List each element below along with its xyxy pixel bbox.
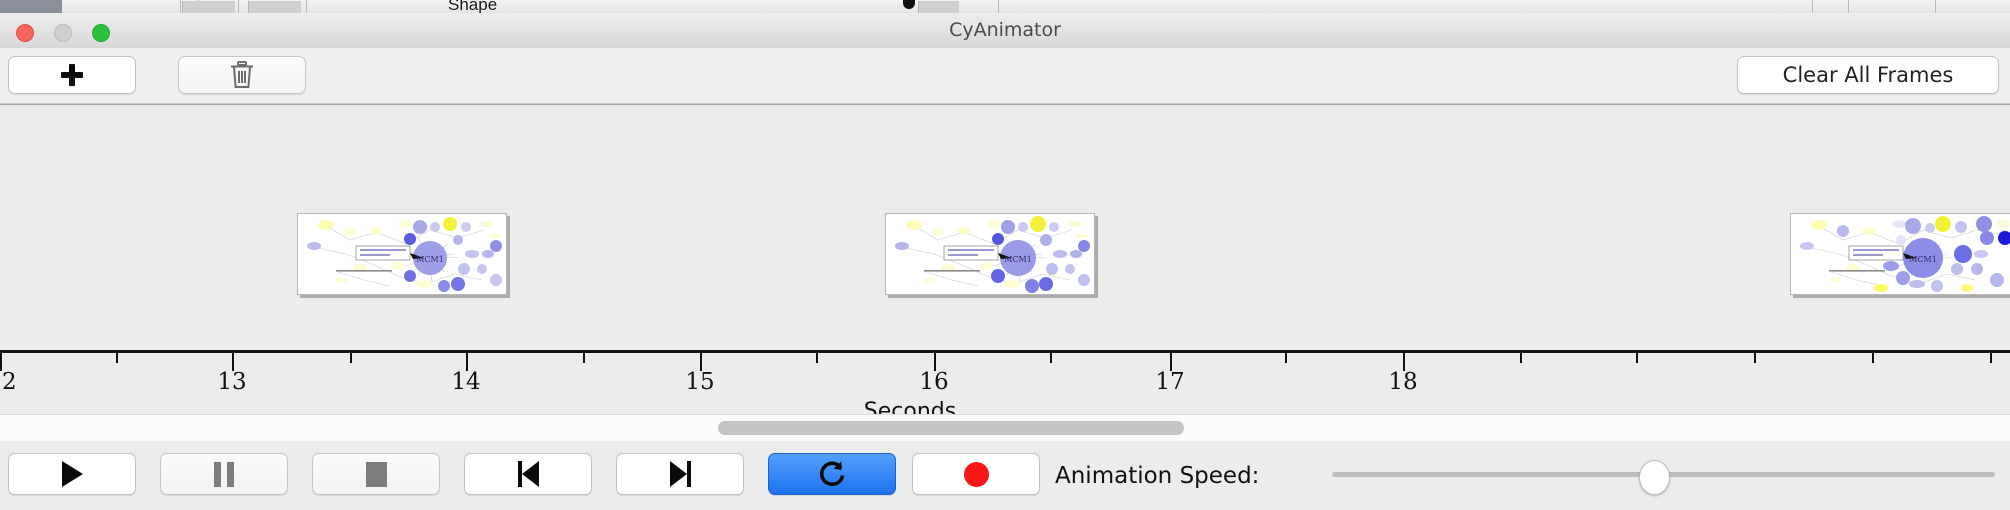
axis-tick-label: 18	[1388, 369, 1418, 395]
axis-tick-minor	[350, 353, 352, 363]
axis-tick-minor	[116, 353, 118, 363]
axis-tick-label: 13	[217, 369, 247, 395]
background-divider	[998, 0, 999, 13]
minimize-button[interactable]	[54, 24, 72, 42]
scrollbar-thumb[interactable]	[718, 421, 1184, 435]
axis-tick-label: 16	[919, 369, 949, 395]
frame-thumbnail-3[interactable]: MCM1	[1790, 213, 2010, 295]
axis-tick-major	[1403, 353, 1405, 371]
background-divider	[1935, 0, 1936, 13]
close-button[interactable]	[16, 24, 34, 42]
play-button[interactable]	[8, 453, 136, 495]
player-controls-bar: Animation Speed:	[0, 441, 2010, 510]
axis-tick-minor	[1990, 353, 1992, 363]
timeline-axis-line	[0, 350, 2010, 353]
axis-tick-label: 14	[451, 369, 481, 395]
background-divider	[306, 0, 307, 13]
axis-tick-minor	[1754, 353, 1756, 363]
background-window-sidebar	[0, 0, 62, 13]
loop-icon	[819, 461, 845, 487]
background-divider	[180, 0, 181, 13]
axis-tick-major	[232, 353, 234, 371]
delete-frame-button[interactable]	[178, 56, 306, 94]
axis-tick-label: 12	[0, 369, 17, 395]
axis-tick-minor	[1285, 353, 1287, 363]
axis-tick-label: 17	[1155, 369, 1185, 395]
axis-tick-minor	[1872, 353, 1874, 363]
axis-tick-label: 15	[685, 369, 715, 395]
axis-tick-major	[1170, 353, 1172, 371]
svg-text:MCM1: MCM1	[1004, 255, 1032, 264]
loop-button[interactable]	[768, 453, 896, 495]
axis-tick-minor	[583, 353, 585, 363]
frame-thumbnail-1[interactable]: MCM1	[297, 213, 507, 295]
axis-tick-minor	[1050, 353, 1052, 363]
skip-forward-icon	[669, 461, 691, 487]
pause-icon	[214, 461, 234, 487]
background-cell	[182, 1, 235, 13]
add-frame-button[interactable]	[8, 56, 136, 94]
background-cell	[918, 1, 959, 13]
svg-text:MCM1: MCM1	[416, 255, 444, 264]
plus-icon	[61, 64, 83, 86]
svg-text:MCM1: MCM1	[1909, 255, 1937, 264]
stop-button[interactable]	[312, 453, 440, 495]
background-cell	[248, 1, 301, 13]
clear-all-frames-button[interactable]: Clear All Frames	[1737, 56, 1999, 94]
network-thumbnail-graphic: MCM1	[298, 214, 506, 294]
animation-speed-slider-thumb[interactable]	[1639, 460, 1670, 495]
skip-back-icon	[517, 461, 539, 487]
record-button[interactable]	[912, 453, 1040, 495]
next-frame-button[interactable]	[616, 453, 744, 495]
stop-icon	[365, 461, 387, 487]
frame-toolbar	[0, 48, 2010, 104]
background-divider	[238, 0, 239, 13]
axis-tick-minor	[816, 353, 818, 363]
previous-frame-button[interactable]	[464, 453, 592, 495]
axis-tick-major	[700, 353, 702, 371]
timeline-panel[interactable]: MCM1	[0, 104, 2010, 424]
background-tab-label: Shape	[448, 0, 498, 13]
timeline-scrollbar[interactable]	[0, 414, 2010, 442]
record-icon	[963, 461, 989, 487]
play-icon	[61, 461, 83, 487]
background-cursor	[903, 0, 915, 9]
window-title: CyAnimator	[949, 19, 1061, 41]
title-bar[interactable]: CyAnimator	[0, 13, 2010, 49]
axis-tick-major	[0, 353, 2, 371]
frame-thumbnail-2[interactable]: MCM1	[885, 213, 1095, 295]
axis-tick-major	[466, 353, 468, 371]
network-thumbnail-graphic: MCM1	[886, 214, 1094, 294]
background-divider	[1848, 0, 1849, 13]
axis-tick-minor	[1520, 353, 1522, 363]
animation-speed-label: Animation Speed:	[1055, 463, 1260, 489]
maximize-button[interactable]	[92, 24, 110, 42]
clear-all-frames-label: Clear All Frames	[1782, 63, 1954, 87]
pause-button[interactable]	[160, 453, 288, 495]
trash-icon	[231, 61, 253, 88]
axis-tick-major	[934, 353, 936, 371]
axis-tick-minor	[1636, 353, 1638, 363]
background-divider	[1812, 0, 1813, 13]
network-thumbnail-graphic: MCM1	[1791, 214, 2010, 294]
background-window-strip: Shape	[0, 0, 2010, 13]
